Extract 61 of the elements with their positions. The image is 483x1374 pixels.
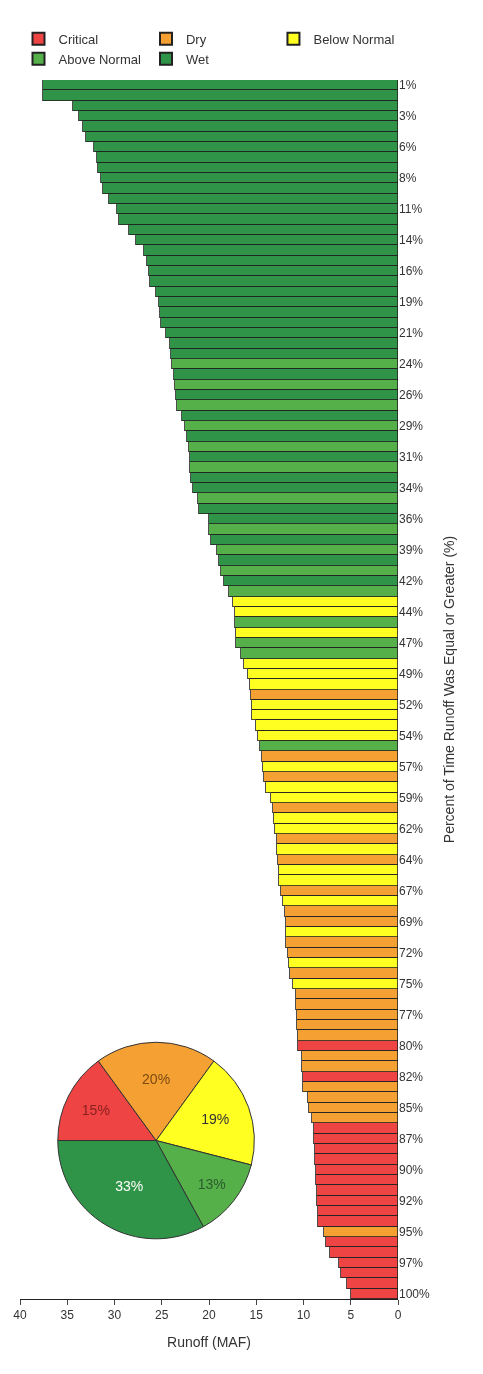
legend-label: Below Normal <box>313 31 395 47</box>
y-tick-label: 77% <box>399 1008 424 1023</box>
y-tick-label: 90% <box>399 1163 424 1178</box>
y-tick-label: 97% <box>399 1256 424 1271</box>
y-tick-label: 39% <box>399 543 424 558</box>
data-label: 15% <box>81 1101 110 1118</box>
y-tick-label: 31% <box>399 450 424 465</box>
legend-label: Wet <box>185 51 210 67</box>
y-tick-label: 75% <box>399 977 424 992</box>
y-tick-label: 85% <box>399 1101 424 1116</box>
y-tick-label: 67% <box>399 884 424 899</box>
y-tick-label: 8% <box>399 171 417 186</box>
x-tick-label: 40 <box>13 1308 27 1323</box>
y-tick-label: 62% <box>399 822 424 837</box>
x-tick-label: 25 <box>155 1308 169 1323</box>
y-tick-label: 64% <box>399 853 424 868</box>
y-tick-label: 44% <box>399 605 424 620</box>
y-tick-label: 34% <box>399 481 424 496</box>
y-tick-label: 72% <box>399 946 424 961</box>
legend-label: Dry <box>185 31 207 47</box>
y-tick-label: 11% <box>399 202 423 217</box>
legend-label: Above Normal <box>58 51 141 67</box>
data-label: 13% <box>197 1175 226 1192</box>
y-tick-label: 36% <box>399 512 424 527</box>
y-axis-title: Percent of Time Runoff Was Equal or Greater (%) <box>441 535 458 844</box>
x-tick-label: 15 <box>249 1308 264 1323</box>
y-tick-label: 59% <box>399 791 424 806</box>
y-tick-label: 52% <box>399 698 424 713</box>
y-tick-label: 100% <box>399 1287 431 1302</box>
x-tick-label: 35 <box>60 1308 75 1323</box>
y-tick-label: 14% <box>399 233 424 248</box>
data-label: 20% <box>142 1070 171 1087</box>
x-tick-label: 5 <box>347 1308 355 1323</box>
y-tick-label: 47% <box>399 636 424 651</box>
x-tick-label: 20 <box>202 1308 216 1323</box>
data-label: 19% <box>201 1111 230 1128</box>
x-axis-title: Runoff (MAF) <box>167 1333 251 1350</box>
y-tick-label: 42% <box>399 574 424 589</box>
y-tick-label: 82% <box>399 1070 424 1085</box>
y-tick-label: 54% <box>399 729 424 744</box>
y-tick-label: 24% <box>399 357 424 372</box>
x-tick-label: 10 <box>296 1308 311 1323</box>
y-tick-label: 3% <box>399 109 417 124</box>
y-tick-label: 19% <box>399 295 424 310</box>
y-tick-label: 29% <box>399 419 424 434</box>
legend-label: Critical <box>58 31 99 47</box>
x-tick-label: 0 <box>394 1308 402 1323</box>
y-tick-label: 92% <box>399 1194 424 1209</box>
y-tick-label: 80% <box>399 1039 424 1054</box>
y-tick-label: 69% <box>399 915 424 930</box>
data-label: 33% <box>115 1177 144 1194</box>
y-tick-label: 1% <box>399 78 417 93</box>
y-tick-label: 57% <box>399 760 424 775</box>
y-tick-label: 95% <box>399 1225 424 1240</box>
y-tick-label: 16% <box>399 264 424 279</box>
y-tick-label: 49% <box>399 667 424 682</box>
y-tick-label: 21% <box>399 326 424 341</box>
y-tick-label: 87% <box>399 1132 424 1147</box>
x-tick-label: 30 <box>107 1308 122 1323</box>
y-tick-label: 26% <box>399 388 424 403</box>
y-tick-label: 6% <box>399 140 417 155</box>
